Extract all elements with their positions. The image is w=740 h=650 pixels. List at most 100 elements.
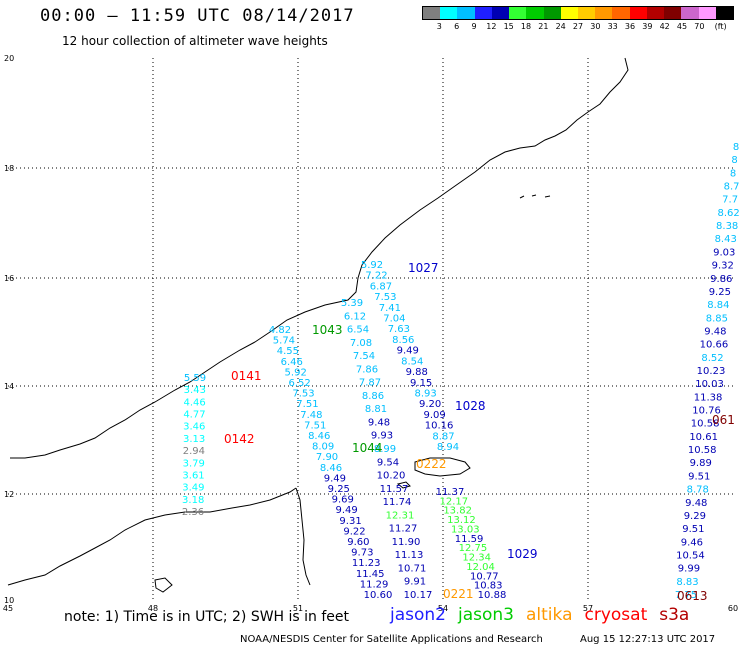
legend-entry: altika (526, 605, 573, 625)
track-id-label: 061 (712, 413, 735, 427)
track-id-label: 1028 (455, 399, 486, 413)
color-scale-tick: 27 (572, 22, 584, 31)
wave-height-value: 8.84 (707, 300, 729, 311)
wave-height-value: 7.51 (304, 420, 326, 431)
color-scale-tick: 24 (555, 22, 566, 31)
wave-height-value: 8.86 (362, 391, 384, 402)
wave-height-value: 7.53 (292, 389, 314, 400)
wave-height-value: 9.09 (423, 410, 445, 421)
longitude-label: 54 (438, 604, 448, 613)
wave-height-value: 8 (731, 155, 737, 166)
color-scale-tick: 70 (694, 22, 705, 31)
wave-height-value: 12.17 (439, 496, 468, 507)
wave-height-value: 10.23 (697, 366, 726, 377)
color-scale-tick: 30 (590, 22, 601, 31)
wave-height-value: 8.09 (312, 442, 334, 453)
color-swatch (474, 7, 492, 19)
coastline (7, 57, 629, 593)
color-swatch (681, 7, 699, 19)
wave-height-value: 10.60 (364, 590, 393, 601)
small-coastal-feature (154, 577, 173, 593)
wave-height-value: 10.17 (404, 590, 433, 601)
satellite-legend: jason2 jason3 altika cryosat s3a (390, 605, 701, 625)
color-scale-tick: 18 (520, 22, 532, 31)
wave-height-value: 9.99 (678, 564, 700, 575)
legend-entry: s3a (659, 605, 690, 625)
color-scale-bar (422, 6, 734, 20)
latitude-label: 10 (4, 596, 14, 605)
wave-height-value: 9.20 (419, 399, 441, 410)
wave-height-value: 10.03 (695, 379, 724, 390)
wave-height-value: 10.83 (474, 581, 503, 592)
wave-height-value: 9.48 (368, 417, 390, 428)
wave-height-value: 2.94 (183, 446, 205, 457)
color-scale-tick: 39 (642, 22, 653, 31)
wave-height-value: 8.56 (392, 335, 414, 346)
wave-height-value: 7.53 (374, 292, 396, 303)
wave-height-value: 5.92 (361, 260, 383, 271)
wave-height-value: 11.37 (436, 487, 465, 498)
abd-al-kuri-island (396, 481, 411, 489)
axis-labels: 45 48 51 54 57 60 20 18 16 14 12 10 (3, 54, 738, 613)
wave-height-value: 9.15 (410, 378, 432, 389)
wave-height-value: 7.7 (722, 195, 738, 206)
wave-height-value: 9.91 (404, 577, 426, 588)
wave-height-value: 10.76 (692, 406, 721, 417)
wave-height-value: 3.49 (182, 483, 204, 494)
color-swatch (715, 7, 733, 19)
legend-entry: jason3 (458, 605, 514, 625)
wave-height-value: 7.75 (675, 590, 697, 601)
wave-height-value: 9.48 (685, 498, 707, 509)
color-scale-tick: (ft) (714, 22, 727, 31)
longitude-label: 57 (583, 604, 593, 613)
track-id-label: 0141 (231, 369, 262, 383)
wave-height-value: 6.54 (347, 325, 369, 336)
color-swatch (457, 7, 475, 19)
map-subtitle: 12 hour collection of altimeter wave hei… (62, 34, 328, 48)
wave-height-value: 8.87 (432, 431, 454, 442)
wave-height-value: 5.92 (285, 367, 307, 378)
socotra-island (414, 457, 471, 477)
color-scale-tick: 33 (607, 22, 618, 31)
longitude-label: 60 (728, 604, 738, 613)
wave-height-value: 5.74 (273, 336, 295, 347)
wave-height-value: 9.60 (347, 537, 369, 548)
legend-entry: cryosat (584, 605, 648, 625)
wave-height-value: 6.46 (281, 357, 303, 368)
wave-height-value: 3.13 (183, 434, 205, 445)
wave-height-value: 7.63 (388, 324, 410, 335)
color-swatch (629, 7, 647, 19)
wave-height-value: 4.46 (184, 397, 206, 408)
wave-height-value: 5.59 (184, 373, 206, 384)
wave-height-value: 9.54 (377, 457, 399, 468)
wave-height-value: 9.51 (682, 524, 704, 535)
wave-height-value: 10.77 (470, 571, 499, 582)
wave-height-value: 2.36 (182, 507, 204, 518)
wave-height-value: 9.31 (339, 516, 361, 527)
color-swatch (423, 7, 441, 19)
wave-height-value: 13.03 (451, 524, 480, 535)
wave-height-value: 11.13 (395, 550, 424, 561)
color-scale-tick: 3 (436, 22, 442, 31)
color-scale-tick: 15 (503, 22, 514, 31)
wave-height-value: 9.88 (406, 367, 428, 378)
wave-height-value: 9.89 (690, 458, 712, 469)
wave-height-value: 9.51 (688, 471, 710, 482)
kuria-muria-islands (519, 194, 551, 199)
track-id-label: 0221 (443, 587, 474, 601)
wave-height-value: 9.22 (343, 526, 365, 537)
wave-height-value: 3.61 (182, 470, 204, 481)
wave-height-value: 8.62 (718, 208, 740, 219)
color-scale-tick: 42 (659, 22, 670, 31)
track-id-label: 0142 (224, 432, 255, 446)
latitude-label: 16 (4, 274, 14, 283)
arabian-coastline (10, 57, 629, 459)
color-swatch (526, 7, 544, 19)
wave-height-value: 6.52 (288, 378, 310, 389)
wave-height-value: 8.54 (401, 356, 423, 367)
color-swatch (491, 7, 510, 19)
wave-height-value: 8.81 (365, 404, 387, 415)
wave-height-value: 8.99 (374, 444, 396, 455)
wave-height-value: 8 (733, 142, 739, 153)
wave-height-value: 8.93 (415, 388, 437, 399)
